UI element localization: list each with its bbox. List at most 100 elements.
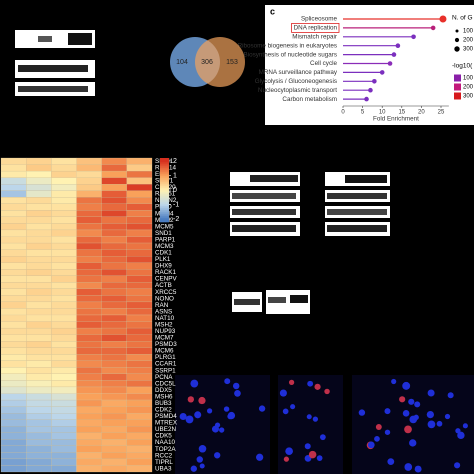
nucleus (223, 406, 230, 412)
heatmap-cell (126, 249, 153, 257)
color-legend-swatch (454, 92, 461, 100)
colorbar-segment (160, 206, 169, 209)
heatmap-cell (26, 327, 52, 335)
heatmap-cell (101, 164, 127, 172)
heatmap-cell (126, 452, 153, 460)
colorbar-segment (160, 188, 169, 191)
colorbar-segment (160, 168, 169, 171)
heatmap-cell (26, 367, 52, 375)
heatmap-cell (26, 236, 52, 244)
heatmap-cell (101, 256, 127, 263)
lollipop-dot (387, 61, 393, 66)
lollipop-dot (411, 34, 416, 40)
heatmap-cell (51, 184, 77, 191)
heatmap-cell (51, 406, 77, 414)
heatmap-cell (51, 426, 77, 433)
blot-band (290, 295, 308, 303)
size-legend-dot (455, 29, 459, 33)
colorbar-segment (160, 170, 169, 173)
nucleus (447, 392, 454, 399)
heatmap-cell (51, 229, 77, 237)
gene-label: NAA10 (155, 439, 175, 446)
heatmap-cell (0, 308, 27, 316)
colorbar-segment (160, 202, 169, 205)
heatmap-cell (51, 354, 77, 361)
heatmap-cell (76, 216, 102, 224)
gene-label: TOP2A (155, 446, 176, 453)
nucleus (426, 410, 434, 419)
heatmap-cell (0, 367, 27, 375)
heatmap-cell (126, 373, 153, 381)
gene-label: UBA3 (155, 465, 172, 472)
heatmap-cell (126, 229, 153, 237)
heatmap-cell (51, 439, 77, 446)
colorbar-segment (160, 200, 169, 203)
heatmap-cell (101, 380, 127, 388)
colorbar-segment (160, 182, 169, 185)
heatmap-cell (76, 380, 102, 388)
heatmap-cell (0, 360, 27, 368)
nucleus (256, 453, 264, 461)
gene-label: SSRP1 (155, 367, 176, 374)
nucleus (358, 409, 366, 416)
heatmap-cell (51, 249, 77, 257)
nucleus (224, 378, 231, 385)
gene-label: SND1 (155, 230, 172, 237)
nucleus (179, 412, 187, 421)
heatmap-cell (26, 347, 52, 355)
colorbar-label: -1 (173, 201, 179, 208)
heatmap-cell (126, 301, 153, 309)
heatmap-cell (126, 308, 153, 316)
heatmap-cell (101, 262, 127, 270)
heatmap-cell (26, 426, 52, 433)
heatmap-cell (0, 393, 27, 401)
heatmap-cell (126, 190, 153, 198)
nucleus (290, 404, 296, 410)
heatmap-cell (126, 184, 153, 191)
term-label: DNA replication (294, 25, 338, 32)
heatmap-cell (26, 249, 52, 257)
nucleus (198, 396, 206, 405)
size-legend-title: N. of G (452, 15, 473, 22)
gene-label: DDX5 (155, 387, 172, 394)
heatmap-cell (126, 393, 153, 401)
heatmap-cell (51, 242, 77, 250)
heatmap-cell (0, 334, 27, 342)
nucleus (316, 455, 323, 461)
gene-label: CCAR1 (155, 361, 177, 368)
heatmap-cell (26, 242, 52, 250)
heatmap-cell (51, 282, 77, 289)
x-tick-label: 0 (341, 110, 345, 116)
heatmap-cell (76, 413, 102, 420)
heatmap-cell (51, 177, 77, 185)
heatmap-cell (126, 327, 153, 335)
nucleus (375, 424, 382, 430)
gene-label: PARP1 (155, 236, 176, 243)
nucleus (324, 388, 330, 395)
western-blot-b (230, 172, 390, 314)
heatmap-cell (51, 295, 77, 303)
nucleus (319, 434, 326, 441)
nucleus (409, 415, 418, 424)
gene-label: MCM6 (155, 348, 174, 355)
nucleus (404, 463, 413, 471)
nucleus (285, 447, 293, 456)
heatmap-cell (126, 367, 153, 375)
heatmap-cell (101, 223, 127, 231)
heatmap-cell (76, 197, 102, 204)
heatmap-cell (26, 295, 52, 303)
nucleus (427, 420, 436, 429)
heatmap-cell (0, 210, 27, 217)
heatmap-cell (126, 170, 153, 178)
heatmap-cell (101, 360, 127, 368)
colorbar-segment (160, 216, 169, 219)
nucleus (187, 396, 195, 403)
blot-band (68, 33, 92, 45)
heatmap-cell (101, 216, 127, 224)
heatmap-cell (26, 262, 52, 270)
colorbar-segment (160, 192, 169, 195)
heatmap-cell (0, 256, 27, 263)
heatmap-cell (126, 334, 153, 342)
heatmap-cell (101, 354, 127, 361)
